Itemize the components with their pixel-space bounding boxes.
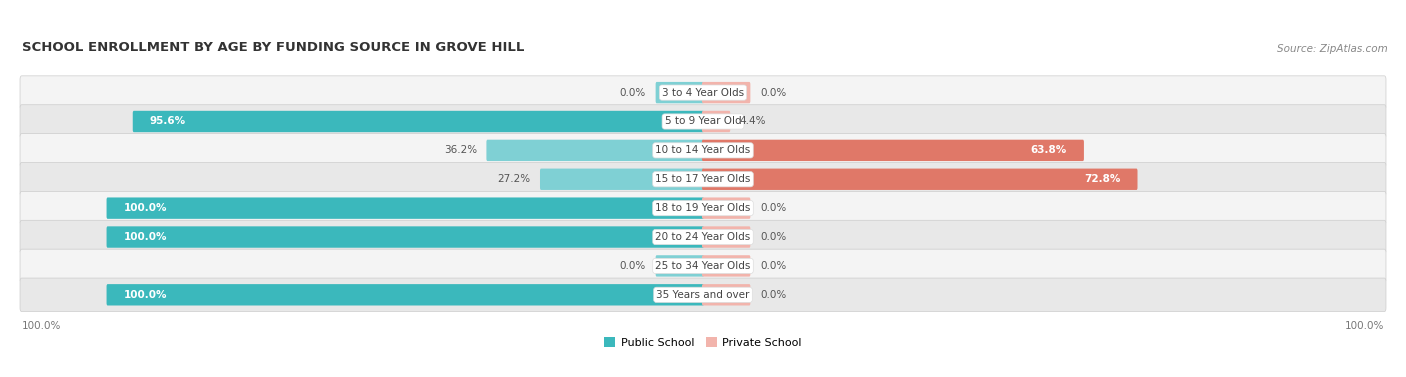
FancyBboxPatch shape xyxy=(20,192,1386,225)
FancyBboxPatch shape xyxy=(107,226,704,248)
Text: 25 to 34 Year Olds: 25 to 34 Year Olds xyxy=(655,261,751,271)
Text: 0.0%: 0.0% xyxy=(759,87,786,98)
FancyBboxPatch shape xyxy=(132,111,704,132)
Text: 100.0%: 100.0% xyxy=(124,203,167,213)
FancyBboxPatch shape xyxy=(702,111,730,132)
FancyBboxPatch shape xyxy=(107,198,704,219)
Text: 0.0%: 0.0% xyxy=(759,203,786,213)
Text: 100.0%: 100.0% xyxy=(124,290,167,300)
FancyBboxPatch shape xyxy=(486,140,704,161)
Text: Source: ZipAtlas.com: Source: ZipAtlas.com xyxy=(1278,44,1388,54)
FancyBboxPatch shape xyxy=(20,105,1386,138)
FancyBboxPatch shape xyxy=(702,82,751,103)
FancyBboxPatch shape xyxy=(20,278,1386,311)
FancyBboxPatch shape xyxy=(702,226,751,248)
Text: 5 to 9 Year Old: 5 to 9 Year Old xyxy=(665,116,741,127)
Text: 0.0%: 0.0% xyxy=(759,261,786,271)
FancyBboxPatch shape xyxy=(655,82,704,103)
FancyBboxPatch shape xyxy=(702,198,751,219)
Text: 20 to 24 Year Olds: 20 to 24 Year Olds xyxy=(655,232,751,242)
Text: 18 to 19 Year Olds: 18 to 19 Year Olds xyxy=(655,203,751,213)
Text: 3 to 4 Year Olds: 3 to 4 Year Olds xyxy=(662,87,744,98)
FancyBboxPatch shape xyxy=(20,76,1386,109)
FancyBboxPatch shape xyxy=(20,220,1386,254)
Text: 63.8%: 63.8% xyxy=(1031,146,1067,155)
Text: 36.2%: 36.2% xyxy=(444,146,477,155)
FancyBboxPatch shape xyxy=(20,133,1386,167)
Text: SCHOOL ENROLLMENT BY AGE BY FUNDING SOURCE IN GROVE HILL: SCHOOL ENROLLMENT BY AGE BY FUNDING SOUR… xyxy=(22,41,524,54)
Text: 100.0%: 100.0% xyxy=(124,232,167,242)
Text: 27.2%: 27.2% xyxy=(498,174,530,184)
Text: 15 to 17 Year Olds: 15 to 17 Year Olds xyxy=(655,174,751,184)
FancyBboxPatch shape xyxy=(107,284,704,305)
FancyBboxPatch shape xyxy=(702,255,751,277)
FancyBboxPatch shape xyxy=(702,140,1084,161)
FancyBboxPatch shape xyxy=(20,162,1386,196)
Text: 95.6%: 95.6% xyxy=(149,116,186,127)
Text: 0.0%: 0.0% xyxy=(620,261,647,271)
FancyBboxPatch shape xyxy=(540,169,704,190)
Text: 72.8%: 72.8% xyxy=(1084,174,1121,184)
Text: 35 Years and over: 35 Years and over xyxy=(657,290,749,300)
Text: 10 to 14 Year Olds: 10 to 14 Year Olds xyxy=(655,146,751,155)
Text: 4.4%: 4.4% xyxy=(740,116,766,127)
Text: 0.0%: 0.0% xyxy=(759,232,786,242)
FancyBboxPatch shape xyxy=(702,284,751,305)
FancyBboxPatch shape xyxy=(702,169,1137,190)
Legend: Public School, Private School: Public School, Private School xyxy=(605,337,801,348)
Text: 0.0%: 0.0% xyxy=(620,87,647,98)
FancyBboxPatch shape xyxy=(655,255,704,277)
FancyBboxPatch shape xyxy=(20,249,1386,283)
Text: 0.0%: 0.0% xyxy=(759,290,786,300)
